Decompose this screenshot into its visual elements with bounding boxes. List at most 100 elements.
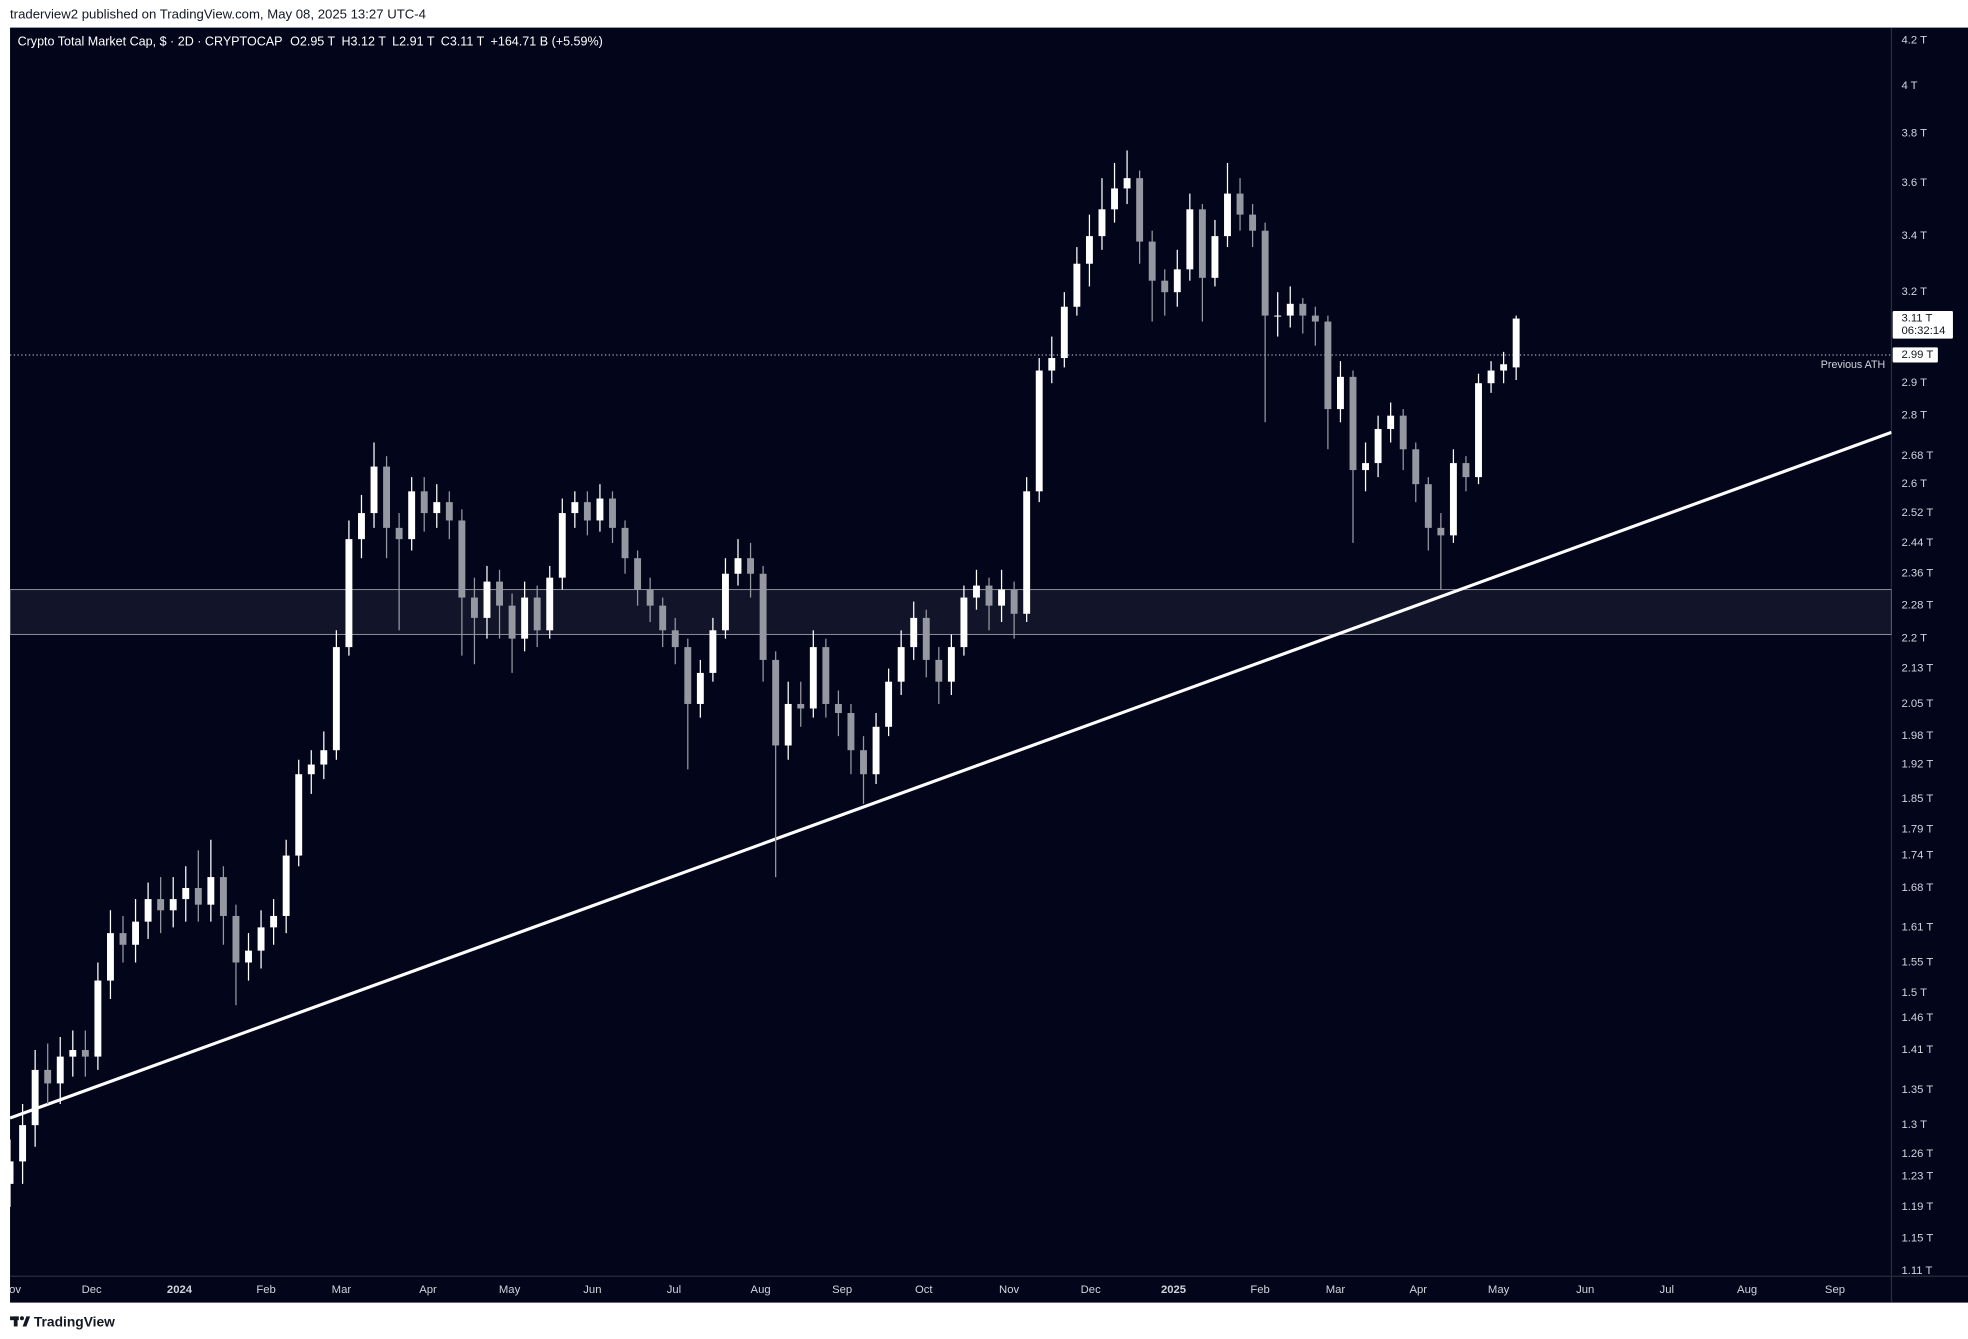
candle-body	[558, 513, 566, 578]
candle-body	[1286, 303, 1294, 316]
y-tick-label: 2.52 T	[1901, 507, 1933, 519]
y-tick-label: 1.3 T	[1901, 1119, 1927, 1131]
y-tick-label: 3.2 T	[1901, 286, 1927, 298]
y-tick-label: 1.35 T	[1901, 1084, 1933, 1096]
y-tick-label: 1.68 T	[1901, 882, 1933, 894]
y-tick-label: 2.68 T	[1901, 450, 1933, 462]
candle-body	[307, 764, 315, 775]
legend-key: C	[441, 35, 450, 49]
candle-body	[947, 647, 955, 682]
candle-body	[508, 605, 516, 639]
x-tick-label: Dec	[82, 1284, 102, 1296]
chart-panel	[10, 27, 1968, 1303]
legend-value: 2.95 T	[300, 35, 336, 49]
tradingview-logo	[10, 1316, 31, 1327]
y-tick-label: 2.28 T	[1901, 600, 1933, 612]
x-tick-label: Jul	[667, 1284, 681, 1296]
candle-body	[383, 466, 391, 528]
y-tick-label: 1.46 T	[1901, 1012, 1933, 1024]
candle-body	[458, 520, 466, 598]
x-tick-label: Jun	[1576, 1284, 1594, 1296]
legend-key: H	[341, 35, 350, 49]
candle-body	[182, 888, 190, 900]
candle-body	[935, 659, 943, 682]
legend-key: O	[290, 35, 300, 49]
candle-body	[408, 491, 416, 540]
candle-body	[420, 491, 428, 514]
y-tick-label: 1.61 T	[1901, 921, 1933, 933]
candle-body	[10, 1161, 14, 1184]
x-tick-label: Apr	[1409, 1284, 1427, 1296]
x-tick-label: Dec	[1081, 1284, 1101, 1296]
candle-body	[747, 558, 755, 574]
candle-body	[1437, 527, 1445, 536]
y-tick-label: 3.6 T	[1901, 177, 1927, 189]
x-tick-label: Aug	[1737, 1284, 1757, 1296]
candle-body	[1311, 315, 1319, 322]
y-tick-label: 3.8 T	[1901, 127, 1927, 139]
candle-body	[709, 630, 717, 673]
x-tick-label: Mar	[332, 1284, 352, 1296]
legend-value: 2.91 T	[399, 35, 435, 49]
candle-body	[433, 502, 441, 514]
y-tick-label: 2.6 T	[1901, 478, 1927, 490]
candle-body	[1186, 209, 1194, 270]
candle-body	[1161, 280, 1169, 293]
candle-body	[94, 980, 102, 1057]
candle-body	[721, 573, 729, 631]
candle-body	[847, 713, 855, 751]
candle-body	[872, 726, 880, 775]
candle-body	[1249, 214, 1257, 231]
candle-body	[1085, 236, 1093, 264]
x-tick-label: Mar	[1326, 1284, 1346, 1296]
x-tick-label: Oct	[915, 1284, 933, 1296]
ath-price-label: 2.99 T	[1901, 349, 1933, 361]
candle-body	[1462, 463, 1470, 478]
y-tick-label: 1.19 T	[1901, 1201, 1933, 1213]
candle-body	[1399, 415, 1407, 450]
candle-body	[1111, 188, 1118, 210]
candle-body	[445, 502, 453, 521]
candle-body	[1073, 263, 1081, 307]
candle-body	[1475, 383, 1482, 478]
x-tick-label: Sep	[832, 1284, 852, 1296]
axes: Previous ATH 4.2 T 4 T 3.8 T 3.6 T 3.4 T 3.2 T…	[9, 35, 1953, 1296]
candle-body	[1487, 370, 1495, 384]
candle-body	[1211, 236, 1219, 278]
candle-body	[609, 498, 616, 528]
y-tick-label: 2.44 T	[1901, 537, 1933, 549]
candle-body	[973, 585, 980, 598]
candle-body	[1010, 589, 1018, 614]
candle-body	[1500, 364, 1508, 371]
candle-body	[69, 1050, 77, 1057]
candle-body	[132, 921, 140, 945]
candle-body	[483, 581, 491, 618]
candle-body	[1324, 321, 1332, 410]
candle-body	[734, 558, 742, 574]
candle-body	[56, 1056, 64, 1084]
y-tick-label: 4 T	[1901, 80, 1917, 92]
last-price-box	[1892, 311, 1953, 339]
candle-body	[194, 888, 202, 905]
candle-body	[257, 927, 265, 951]
y-tick-label: 1.92 T	[1901, 759, 1933, 771]
candle-body	[910, 617, 918, 648]
candle-body	[1412, 449, 1420, 485]
candle-body	[1035, 370, 1043, 492]
candle-body	[270, 915, 278, 928]
candle-body	[1387, 415, 1395, 429]
candle-body	[496, 581, 503, 606]
x-tick-label: Apr	[419, 1284, 437, 1296]
y-tick-label: 4.2 T	[1901, 35, 1927, 47]
candle-body	[332, 647, 340, 751]
candle-body	[583, 502, 591, 521]
candle-body	[1224, 193, 1231, 237]
candle-body	[960, 597, 968, 648]
candle-body	[897, 647, 905, 682]
countdown-label: 06:32:14	[1901, 325, 1945, 337]
legend-value: 3.12 T	[351, 35, 387, 49]
candle-body	[634, 558, 642, 590]
candle-body	[345, 539, 353, 648]
y-tick-label: 1.74 T	[1901, 850, 1933, 862]
candle-body	[1236, 193, 1244, 215]
